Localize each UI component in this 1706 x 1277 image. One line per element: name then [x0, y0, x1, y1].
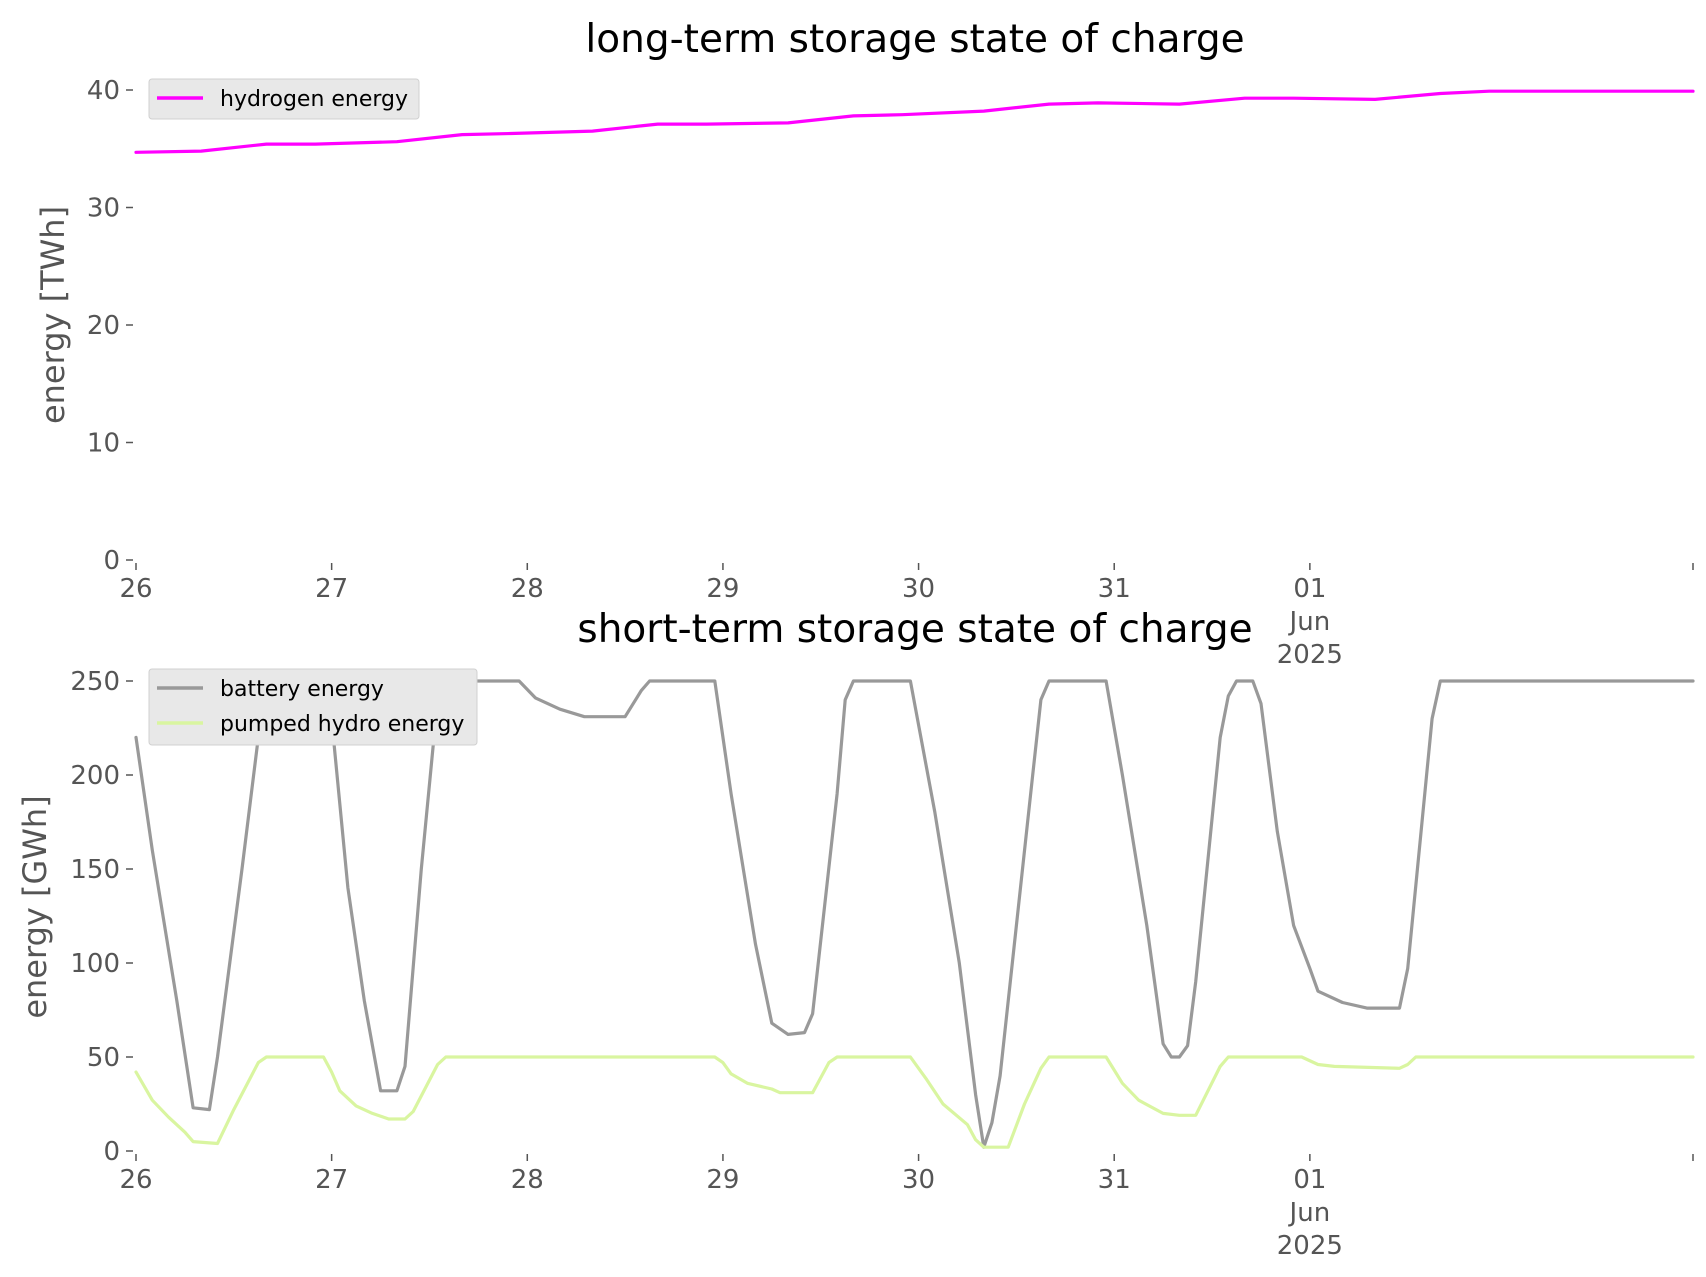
x-tick-label: 30 [902, 574, 935, 604]
legend: hydrogen energy [148, 78, 420, 120]
y-tick-label: 20 [87, 311, 120, 341]
x-tick-label: 28 [511, 574, 544, 604]
y-tick-label: 50 [87, 1043, 120, 1073]
x-tick-label: 2025 [1277, 640, 1343, 670]
x-tick-label: 29 [706, 1165, 739, 1195]
legend-label-hydrogen: hydrogen energy [220, 87, 408, 112]
x-tick-label: Jun [1288, 1198, 1331, 1228]
y-tick-label: 30 [87, 194, 120, 224]
x-tick-label: 28 [511, 1165, 544, 1195]
x-tick-label: 26 [119, 574, 152, 604]
y-tick-label: 10 [87, 429, 120, 459]
legend-box [148, 78, 420, 120]
short-term-storage-panel: short-term storage state of charge energ… [16, 607, 1695, 1261]
y-tick-label: 150 [70, 855, 120, 885]
legend-label-pumped-hydro: pumped hydro energy [220, 712, 464, 737]
x-tick-label: 31 [1098, 1165, 1131, 1195]
legend-label-battery: battery energy [220, 677, 384, 702]
x-tick-label: 27 [315, 1165, 348, 1195]
x-tick-label: 27 [315, 574, 348, 604]
pumped-hydro-energy-line [134, 1055, 1695, 1149]
y-tick-label: 100 [70, 949, 120, 979]
x-tick-label: Jun [1288, 607, 1331, 637]
hydrogen-energy-line [134, 89, 1695, 154]
x-tick-label: 30 [902, 1165, 935, 1195]
x-tick-label: 29 [706, 574, 739, 604]
y-axis-label: energy [GWh] [16, 795, 54, 1018]
y-tick-label: 40 [87, 76, 120, 106]
y-tick-label: 250 [70, 667, 120, 697]
long-term-storage-panel: long-term storage state of charge energy… [34, 17, 1695, 670]
y-tick-label: 0 [103, 546, 120, 576]
x-tick-label: 2025 [1277, 1231, 1343, 1261]
x-tick-label: 01 [1293, 1165, 1326, 1195]
x-tick-label: 31 [1098, 574, 1131, 604]
x-tick-label: 26 [119, 1165, 152, 1195]
y-tick-label: 0 [103, 1137, 120, 1167]
legend: battery energy pumped hydro energy [148, 668, 478, 746]
chart-title: long-term storage state of charge [585, 17, 1244, 62]
y-tick-label: 200 [70, 761, 120, 791]
battery-energy-line [134, 679, 1695, 1149]
chart-title: short-term storage state of charge [577, 607, 1252, 652]
x-tick-label: 01 [1293, 574, 1326, 604]
y-axis-label: energy [TWh] [34, 206, 72, 424]
legend-box [148, 668, 478, 746]
